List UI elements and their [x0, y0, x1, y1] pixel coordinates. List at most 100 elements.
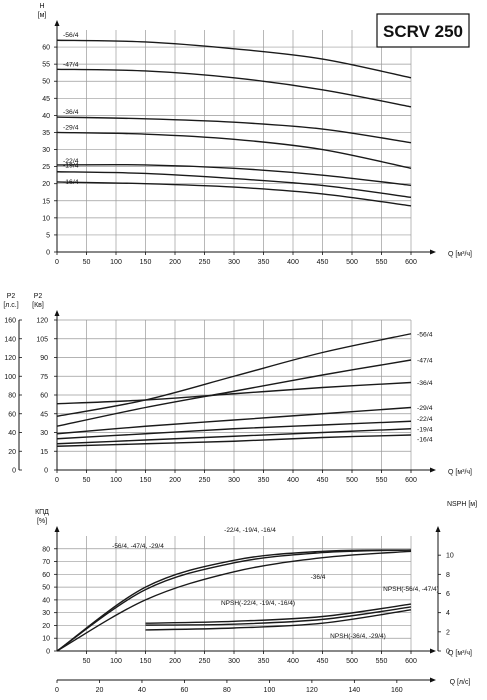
x-tick-label: 350 [258, 658, 270, 665]
x-tick-label: 150 [140, 477, 152, 484]
y2-axis-unit: [л.с.] [3, 302, 18, 309]
x-tick-label: 50 [83, 658, 91, 665]
x-tick-label: 250 [199, 259, 211, 266]
y2-tick-label: 100 [4, 374, 16, 381]
y-tick-label: 120 [36, 318, 48, 325]
y-tick-label: 60 [42, 572, 50, 579]
y2-tick-label: 140 [4, 336, 16, 343]
y2-tick-label: 40 [8, 430, 16, 437]
y-tick-label: 10 [42, 215, 50, 222]
x-tick-label: 100 [110, 259, 122, 266]
series-line [56, 131, 412, 170]
chart-title: SCRV 250 [383, 22, 463, 41]
series-label: -47/4 [417, 358, 433, 365]
y-axis-arrow [54, 310, 60, 316]
x-tick-label: 300 [228, 477, 240, 484]
x-tick-label: 250 [199, 658, 211, 665]
series-line [56, 68, 412, 108]
x2-tick-label: 100 [264, 687, 276, 694]
series-line [56, 359, 412, 427]
x-tick-label: 250 [199, 477, 211, 484]
y-axis-title: КПД [35, 509, 49, 516]
series-line [56, 39, 412, 79]
series-line [56, 434, 412, 447]
y-tick-label: 0 [46, 649, 50, 656]
y-axis-title: H [39, 3, 44, 10]
x-tick-label: 300 [228, 259, 240, 266]
x-tick-label: 200 [169, 477, 181, 484]
x-tick-label: 100 [110, 658, 122, 665]
y-tick-label: 45 [42, 96, 50, 103]
y-tick-label: 35 [42, 130, 50, 137]
y2-tick-label: 8 [446, 572, 450, 579]
series-line [56, 549, 412, 652]
y2-tick-label: 20 [8, 449, 16, 456]
annotation-label: NPSH(-22/4, -19/4, -16/4) [221, 600, 295, 607]
x-tick-label: 600 [405, 477, 417, 484]
y2-tick-label: 120 [4, 355, 16, 362]
y-tick-label: 50 [42, 79, 50, 86]
x-tick-label: 450 [317, 658, 329, 665]
y-tick-label: 75 [40, 374, 48, 381]
x-tick-label: 600 [405, 259, 417, 266]
x-tick-label: 50 [83, 259, 91, 266]
series-label: -19/4 [63, 163, 79, 170]
y-tick-label: 30 [40, 430, 48, 437]
x-axis-arrow [430, 249, 436, 255]
x-tick-label: 300 [228, 658, 240, 665]
y2-axis-arrow [435, 526, 441, 532]
x-tick-label: 550 [376, 477, 388, 484]
series-line [145, 603, 412, 624]
y2-tick-label: 2 [446, 629, 450, 636]
y-tick-label: 45 [40, 411, 48, 418]
series-label: -56/4 [63, 32, 79, 39]
y2-tick-label: 0 [446, 649, 450, 656]
series-line [145, 606, 412, 626]
series-label: -36/4 [63, 109, 79, 116]
y-tick-label: 55 [42, 62, 50, 69]
y-tick-label: 80 [42, 546, 50, 553]
series-line [56, 381, 412, 405]
x2-tick-label: 140 [349, 687, 361, 694]
series-label: -19/4 [417, 426, 433, 433]
series-label: -36/4 [417, 380, 433, 387]
x2-tick-label: 60 [181, 687, 189, 694]
x2-tick-label: 20 [96, 687, 104, 694]
x-tick-label: 600 [405, 658, 417, 665]
x-tick-label: 450 [317, 477, 329, 484]
y-tick-label: 20 [42, 181, 50, 188]
y-tick-label: 25 [42, 164, 50, 171]
x-axis-title: Q [м³/ч] [448, 251, 472, 258]
x-tick-label: 500 [346, 259, 358, 266]
x-tick-label: 200 [169, 259, 181, 266]
series-label: -29/4 [63, 124, 79, 131]
x-tick-label: 550 [376, 259, 388, 266]
series-line [56, 333, 412, 417]
x2-tick-label: 80 [223, 687, 231, 694]
y-tick-label: 15 [42, 198, 50, 205]
y2-axis-title: NSPH [м] [447, 501, 477, 508]
y-tick-label: 60 [42, 45, 50, 52]
x-tick-label: 400 [287, 477, 299, 484]
x-tick-label: 450 [317, 259, 329, 266]
annotation-label: NPSH(-56/4, -47/4) [383, 586, 439, 593]
y-axis-unit: [Кв] [32, 302, 44, 309]
x2-axis-arrow [430, 677, 436, 683]
x-tick-label: 550 [376, 658, 388, 665]
annotation-label: -36/4 [311, 574, 326, 581]
series-line [56, 171, 412, 199]
x-tick-label: 50 [83, 477, 91, 484]
x-tick-label: 350 [258, 259, 270, 266]
y-tick-label: 15 [40, 449, 48, 456]
x-tick-label: 400 [287, 658, 299, 665]
y2-tick-label: 0 [12, 468, 16, 475]
x-axis-arrow [430, 467, 436, 473]
y-axis-unit: [м] [38, 12, 47, 19]
series-line [56, 406, 412, 435]
x-axis-arrow [430, 648, 436, 654]
y-tick-label: 40 [42, 597, 50, 604]
x-tick-label: 0 [55, 259, 59, 266]
y2-tick-label: 6 [446, 591, 450, 598]
series-line [145, 609, 412, 631]
